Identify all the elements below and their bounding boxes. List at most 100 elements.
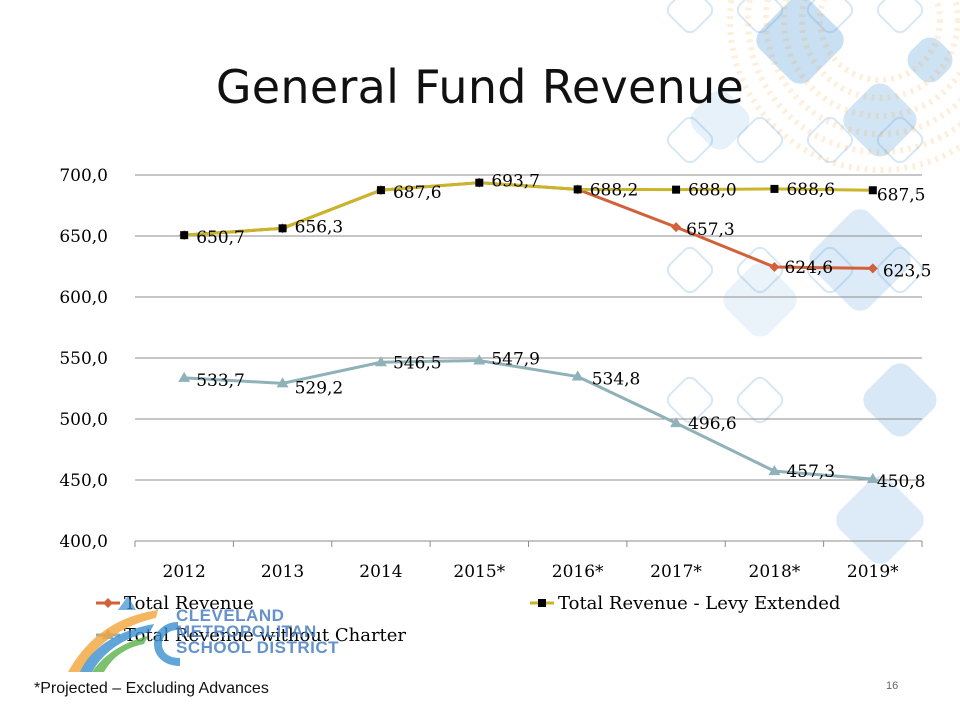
deco-outline bbox=[876, 246, 924, 294]
deco-diamond bbox=[836, 476, 924, 564]
legend: Total Revenue Total Revenue - Levy Extend… bbox=[96, 593, 840, 646]
deco-arc bbox=[799, 0, 960, 101]
deco-diamond bbox=[843, 83, 917, 157]
deco-diamond bbox=[723, 263, 797, 337]
data-label: 624,6 bbox=[784, 258, 833, 278]
data-point-diamond bbox=[671, 222, 682, 233]
data-point-square bbox=[475, 178, 484, 187]
y-tick-label: 600,0 bbox=[59, 288, 108, 308]
deco-diamond bbox=[690, 90, 750, 150]
series-line bbox=[184, 359, 873, 481]
data-point-triangle bbox=[866, 473, 879, 484]
data-point-triangle bbox=[571, 370, 584, 381]
data-point-triangle bbox=[178, 371, 191, 382]
data-label: 687,6 bbox=[393, 183, 442, 203]
data-label: 457,3 bbox=[786, 462, 835, 482]
data-point-square bbox=[278, 224, 287, 233]
axes: 400,0 450,0 500,0 550,0 600,0 650,0 700,0 2012 2… bbox=[59, 166, 923, 582]
series-2 bbox=[178, 354, 879, 484]
legend-label: Total Revenue bbox=[124, 593, 254, 614]
data-point-diamond bbox=[769, 261, 780, 272]
deco-outline bbox=[736, 0, 784, 34]
series-line bbox=[184, 181, 873, 237]
y-tick-label: 550,0 bbox=[59, 349, 108, 369]
data-point-triangle bbox=[276, 377, 289, 388]
deco-outline bbox=[806, 246, 854, 294]
data-label: 534,8 bbox=[592, 370, 641, 390]
data-label: 547,9 bbox=[491, 350, 540, 370]
data-point-triangle bbox=[374, 356, 387, 367]
data-point-square bbox=[180, 231, 189, 240]
data-point-triangle bbox=[670, 417, 683, 428]
data-labels: 657,3 624,6 623,5 650,7 656,3 687,6 693,7 688,2… bbox=[196, 172, 931, 492]
district-logo bbox=[68, 596, 180, 672]
data-point-square bbox=[573, 185, 582, 194]
deco-outline bbox=[666, 116, 714, 164]
deco-outline bbox=[806, 116, 854, 164]
data-label: 687,5 bbox=[877, 185, 926, 205]
data-point-square bbox=[376, 186, 385, 195]
y-tick-label: 650,0 bbox=[59, 227, 108, 247]
legend-label: Total Revenue - Levy Extended bbox=[558, 593, 840, 614]
logo-line-1: CLEVELAND bbox=[176, 606, 285, 625]
x-tick-label: 2018* bbox=[749, 562, 801, 582]
data-point-triangle bbox=[768, 465, 781, 476]
deco-diamond bbox=[756, 0, 844, 84]
data-label: 650,7 bbox=[196, 228, 245, 248]
data-label: 450,8 bbox=[877, 472, 926, 492]
logo-line-3: SCHOOL DISTRICT bbox=[176, 638, 340, 657]
y-tick-label: 700,0 bbox=[59, 166, 108, 186]
data-label: 693,7 bbox=[491, 172, 540, 192]
data-label: 623,5 bbox=[883, 261, 932, 281]
deco-outline bbox=[876, 116, 924, 164]
data-point-square bbox=[770, 184, 779, 193]
deco-outline bbox=[666, 376, 714, 424]
y-tick-label: 400,0 bbox=[59, 532, 108, 552]
x-tick-label: 2015* bbox=[453, 562, 505, 582]
deco-outline bbox=[666, 246, 714, 294]
data-label: 533,7 bbox=[196, 371, 245, 391]
deco-diamond bbox=[809, 209, 911, 311]
slide-title: General Fund Revenue bbox=[215, 60, 745, 114]
footnote: *Projected – Excluding Advances bbox=[34, 680, 269, 697]
logo-line-2: METROPOLITAN bbox=[176, 622, 317, 641]
logo-text: CLEVELAND METROPOLITAN SCHOOL DISTRICT bbox=[176, 606, 340, 657]
deco-arc bbox=[817, 0, 943, 83]
legend-marker bbox=[103, 598, 113, 608]
page-number: 16 bbox=[886, 680, 899, 692]
deco-diamond bbox=[907, 37, 953, 83]
y-tick-label: 450,0 bbox=[59, 471, 108, 491]
deco-diamond bbox=[863, 363, 937, 437]
series-1 bbox=[180, 178, 877, 240]
deco-outline bbox=[876, 0, 924, 34]
data-point-square bbox=[868, 186, 877, 195]
deco-arc bbox=[763, 0, 960, 137]
data-label: 688,6 bbox=[786, 180, 835, 200]
data-label: 546,5 bbox=[393, 353, 442, 373]
y-tick-label: 500,0 bbox=[59, 410, 108, 430]
grid-lines bbox=[135, 174, 922, 542]
series-group bbox=[178, 177, 879, 484]
data-point-triangle bbox=[473, 354, 486, 365]
data-label: 688,2 bbox=[590, 180, 639, 200]
data-label: 657,3 bbox=[686, 220, 735, 240]
legend-item: Total Revenue bbox=[96, 593, 254, 614]
legend-label: Total Revenue without Charter bbox=[124, 625, 406, 646]
deco-outline bbox=[806, 0, 854, 34]
deco-outline bbox=[736, 116, 784, 164]
data-point-square bbox=[672, 185, 681, 194]
legend-marker bbox=[538, 599, 546, 607]
x-tick-label: 2016* bbox=[552, 562, 604, 582]
x-tick-label: 2013 bbox=[261, 562, 304, 582]
x-tick-label: 2017* bbox=[650, 562, 702, 582]
data-label: 656,3 bbox=[295, 217, 344, 237]
data-point-diamond bbox=[867, 263, 878, 274]
deco-outline bbox=[666, 0, 714, 34]
x-tick-label: 2012 bbox=[163, 562, 206, 582]
data-label: 688,0 bbox=[688, 181, 737, 201]
deco-outline bbox=[736, 376, 784, 424]
legend-item: Total Revenue - Levy Extended bbox=[530, 593, 840, 614]
x-tick-label: 2014 bbox=[359, 562, 402, 582]
data-label: 529,2 bbox=[295, 378, 344, 398]
